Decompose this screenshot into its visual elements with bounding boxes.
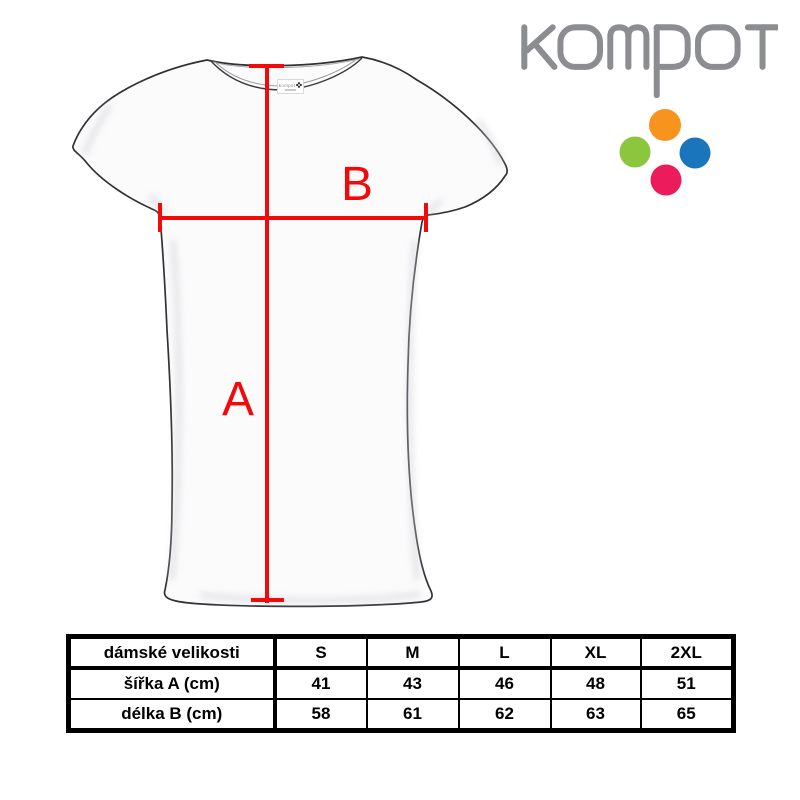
measure-line-b-horizontal [159,216,427,220]
measure-line-b-right-tick [424,203,428,232]
measure-label-b: B [341,158,374,211]
logo-dot-green [619,136,651,168]
neck-tag-mini-logo-icon [296,82,303,89]
kompot-wordmark [521,24,778,98]
measure-line-b-left-tick [158,203,162,232]
table-cell: 51 [639,667,735,700]
table-header-title: dámské velikosti [67,635,277,670]
measure-line-a-top-tick [249,64,284,68]
table-cell: 61 [365,698,460,732]
measure-label-a: A [222,373,255,426]
kompot-logo-dots [619,109,711,196]
tshirt-shading [81,103,503,604]
table-cell: 48 [549,667,642,700]
table-header-size-2xl: 2XL [639,635,735,670]
table-cell: 62 [457,698,552,732]
table-cell: 63 [549,698,642,732]
logo-dot-orange [649,109,681,141]
size-table-row-width: šířka A (cm) 41 43 46 48 51 [67,667,735,700]
measure-line-a-bottom-tick [251,598,284,602]
table-header-size-l: L [457,635,552,670]
size-table-row-length: délka B (cm) 58 61 62 63 65 [67,698,735,732]
table-header-size-s: S [273,635,368,670]
table-cell: 43 [365,667,460,700]
logo-dot-pink [650,164,682,196]
logo-dot-blue [679,137,711,169]
table-header-size-m: M [365,635,460,670]
table-row-label: šířka A (cm) [67,667,277,700]
table-cell: 58 [273,698,368,732]
tshirt-neck-tag: kompot [277,79,304,94]
size-table-header-row: dámské velikosti S M L XL 2XL [67,635,735,670]
table-cell: 46 [457,667,552,700]
tshirt-body-outline [72,56,508,608]
measure-line-a-vertical [265,65,269,603]
table-cell: 65 [639,698,735,732]
table-row-label: délka B (cm) [67,698,277,732]
table-cell: 41 [273,667,368,700]
size-table: dámské velikosti S M L XL 2XL šířka A (c… [66,634,736,733]
neck-tag-text: kompot [278,82,296,88]
neck-tag-small-print [285,89,296,91]
table-header-size-xl: XL [549,635,642,670]
